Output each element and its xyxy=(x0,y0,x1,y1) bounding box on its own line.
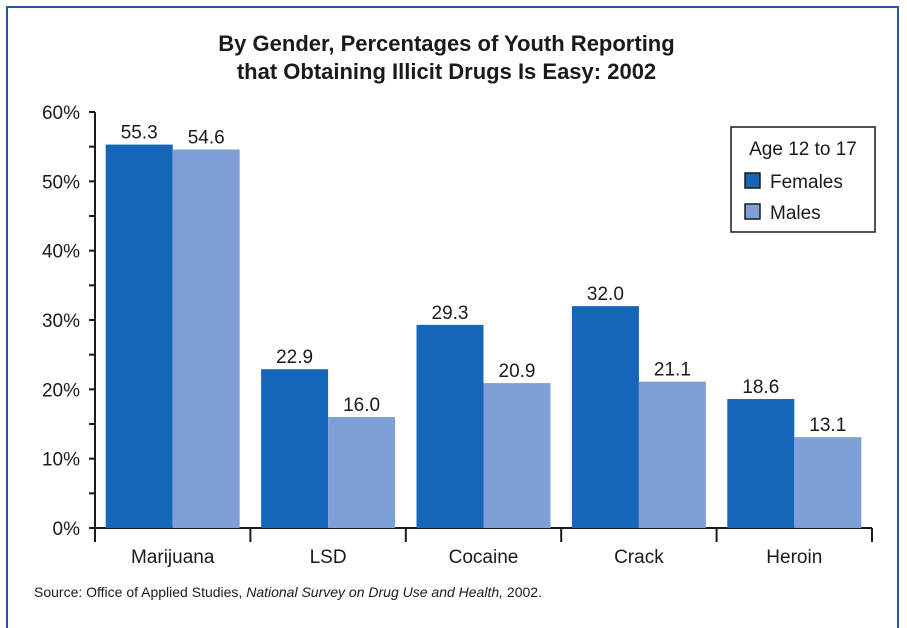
x-category-label: Marijuana xyxy=(131,547,215,568)
legend-swatch-males xyxy=(744,203,761,220)
source-note: Source: Office of Applied Studies, Natio… xyxy=(34,584,542,600)
y-tick-label: 30% xyxy=(42,311,80,332)
x-category-label: Crack xyxy=(614,547,664,568)
source-title: National Survey on Drug Use and Health, xyxy=(246,584,504,600)
x-category-label: Heroin xyxy=(766,547,822,568)
bar-value-label: 32.0 xyxy=(587,284,624,305)
legend-label-males: Males xyxy=(770,203,821,224)
bar-value-label: 13.1 xyxy=(809,415,846,436)
bar-value-label: 55.3 xyxy=(121,123,158,144)
legend-title: Age 12 to 17 xyxy=(749,139,857,160)
bar-value-label: 22.9 xyxy=(276,347,313,368)
bar-males xyxy=(638,381,706,528)
legend-swatch-females xyxy=(744,172,761,189)
bar-males xyxy=(794,437,862,528)
bar-males xyxy=(483,383,551,528)
y-tick-label: 0% xyxy=(53,519,81,540)
chart-title-line1: By Gender, Percentages of Youth Reportin… xyxy=(218,31,675,56)
y-tick-label: 10% xyxy=(42,450,80,471)
source-prefix: Source: Office of Applied Studies, xyxy=(34,584,247,600)
bar-females xyxy=(727,399,795,528)
bar-value-label: 21.1 xyxy=(654,360,691,381)
legend-label-females: Females xyxy=(770,172,843,193)
x-category-label: LSD xyxy=(310,547,347,568)
bar-value-label: 20.9 xyxy=(499,361,536,382)
bar-males xyxy=(328,417,396,528)
bar-females xyxy=(261,369,329,528)
y-tick-label: 20% xyxy=(42,380,80,401)
bar-females xyxy=(571,306,639,528)
x-category-label: Cocaine xyxy=(449,547,519,568)
chart-title: By Gender, Percentages of Youth Reportin… xyxy=(0,30,893,86)
bar-value-label: 29.3 xyxy=(432,303,469,324)
y-tick-label: 40% xyxy=(42,242,80,263)
y-tick-label: 60% xyxy=(42,103,80,124)
bar-females xyxy=(416,324,484,528)
bar-value-label: 54.6 xyxy=(188,127,225,148)
bar-females xyxy=(105,144,173,528)
source-suffix: 2002. xyxy=(503,584,542,600)
bar-value-label: 16.0 xyxy=(343,395,380,416)
y-tick-label: 50% xyxy=(42,172,80,193)
chart-title-line2: that Obtaining Illicit Drugs Is Easy: 20… xyxy=(236,59,657,84)
bar-value-label: 18.6 xyxy=(742,377,779,398)
bar-males xyxy=(172,149,240,528)
